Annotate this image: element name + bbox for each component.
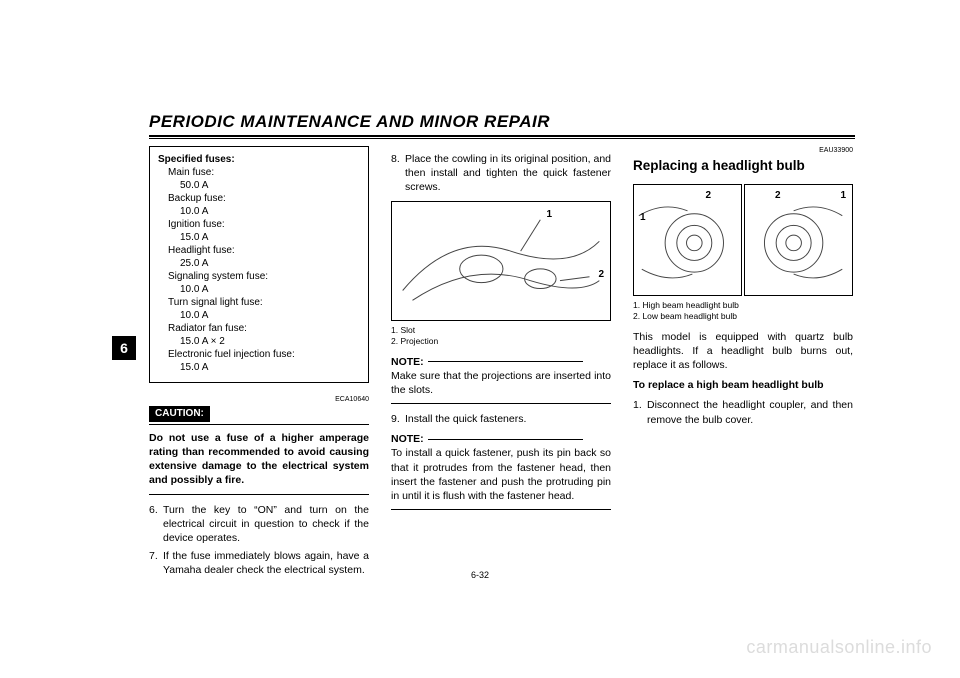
step-list: 1. Disconnect the headlight coupler, and… (633, 398, 853, 426)
sub-heading: To replace a high beam headlight bulb (633, 378, 853, 392)
step-list: 9. Install the quick fasteners. (391, 412, 611, 426)
spec-label: Electronic fuel injection fuse: (158, 348, 360, 361)
figure-caption: 1. Slot 2. Projection (391, 325, 611, 347)
headlight-illustration (745, 185, 852, 295)
title-rule-thick (149, 135, 855, 137)
spec-label: Signaling system fuse: (158, 270, 360, 283)
step-list: 6. Turn the key to “ON” and turn on the … (149, 503, 369, 578)
note-rule (428, 439, 583, 440)
spec-value: 15.0 A (158, 231, 360, 244)
spec-heading: Specified fuses: (158, 153, 360, 166)
figure-callout: 2 (705, 189, 711, 203)
figure-callout: 2 (775, 189, 781, 203)
ref-code: ECA10640 (149, 395, 369, 404)
step-text: Turn the key to “ON” and turn on the ele… (163, 503, 369, 546)
note-rule (428, 361, 583, 362)
spec-label: Radiator fan fuse: (158, 322, 360, 335)
caution-rule (149, 424, 369, 425)
title-rule-thin (149, 138, 855, 139)
step-text: Disconnect the headlight coupler, and th… (647, 398, 853, 426)
step-list: 8. Place the cowling in its original pos… (391, 152, 611, 195)
column-3: EAU33900 Replacing a headlight bulb 1 2 (633, 146, 853, 583)
figure-headlight: 1 2 2 1 (633, 184, 853, 296)
caption-line: 1. High beam headlight bulb (633, 300, 853, 311)
note-text: To install a quick fastener, push its pi… (391, 446, 611, 503)
list-item: 6. Turn the key to “ON” and turn on the … (149, 503, 369, 546)
caution-label: CAUTION: (149, 406, 210, 422)
end-rule (149, 494, 369, 495)
note-text: Make sure that the projections are inser… (391, 369, 611, 397)
step-number: 8. (391, 152, 405, 195)
step-text: Install the quick fasteners. (405, 412, 611, 426)
spec-label: Backup fuse: (158, 192, 360, 205)
spec-label: Main fuse: (158, 166, 360, 179)
spec-label: Ignition fuse: (158, 218, 360, 231)
step-number: 9. (391, 412, 405, 426)
caption-line: 1. Slot (391, 325, 611, 336)
note-label: NOTE: (391, 433, 424, 445)
step-number: 1. (633, 398, 647, 426)
cowling-illustration (392, 202, 610, 320)
spec-label: Turn signal light fuse: (158, 296, 360, 309)
ref-code: EAU33900 (633, 146, 853, 155)
list-item: 1. Disconnect the headlight coupler, and… (633, 398, 853, 426)
spec-value: 25.0 A (158, 257, 360, 270)
note-header: NOTE: (391, 355, 611, 369)
figure-callout: 1 (546, 208, 552, 222)
column-1: Specified fuses: Main fuse: 50.0 A Backu… (149, 146, 369, 583)
page-title: PERIODIC MAINTENANCE AND MINOR REPAIR (149, 112, 855, 135)
note-header: NOTE: (391, 432, 611, 446)
figure-caption: 1. High beam headlight bulb 2. Low beam … (633, 300, 853, 322)
headlight-illustration (634, 185, 741, 295)
figure-right: 2 1 (744, 184, 853, 296)
spec-value: 10.0 A (158, 309, 360, 322)
note-label: NOTE: (391, 356, 424, 368)
step-number: 6. (149, 503, 163, 546)
caution-text: Do not use a fuse of a higher amperage r… (149, 431, 369, 488)
end-rule (391, 403, 611, 404)
chapter-tab: 6 (112, 336, 136, 360)
column-2: 8. Place the cowling in its original pos… (391, 146, 611, 583)
spec-value: 15.0 A (158, 361, 360, 374)
spec-value: 10.0 A (158, 283, 360, 296)
figure-callout: 2 (598, 268, 604, 282)
page-number: 6-32 (0, 570, 960, 580)
watermark: carmanualsonline.info (746, 637, 932, 658)
end-rule (391, 509, 611, 510)
page: PERIODIC MAINTENANCE AND MINOR REPAIR 6 … (0, 0, 960, 678)
figure-callout: 1 (840, 189, 846, 203)
list-item: 9. Install the quick fasteners. (391, 412, 611, 426)
list-item: 8. Place the cowling in its original pos… (391, 152, 611, 195)
figure-callout: 1 (640, 211, 646, 225)
caption-line: 2. Low beam headlight bulb (633, 311, 853, 322)
spec-box: Specified fuses: Main fuse: 50.0 A Backu… (149, 146, 369, 383)
section-title: Replacing a headlight bulb (633, 157, 853, 175)
figure-cowling: 1 2 (391, 201, 611, 321)
step-text: Place the cowling in its original positi… (405, 152, 611, 195)
spec-value: 10.0 A (158, 205, 360, 218)
spec-label: Headlight fuse: (158, 244, 360, 257)
body-text: This model is equipped with quartz bulb … (633, 330, 853, 373)
columns: Specified fuses: Main fuse: 50.0 A Backu… (149, 146, 855, 583)
figure-left: 1 2 (633, 184, 742, 296)
spec-value: 50.0 A (158, 179, 360, 192)
spec-value: 15.0 A × 2 (158, 335, 360, 348)
caption-line: 2. Projection (391, 336, 611, 347)
